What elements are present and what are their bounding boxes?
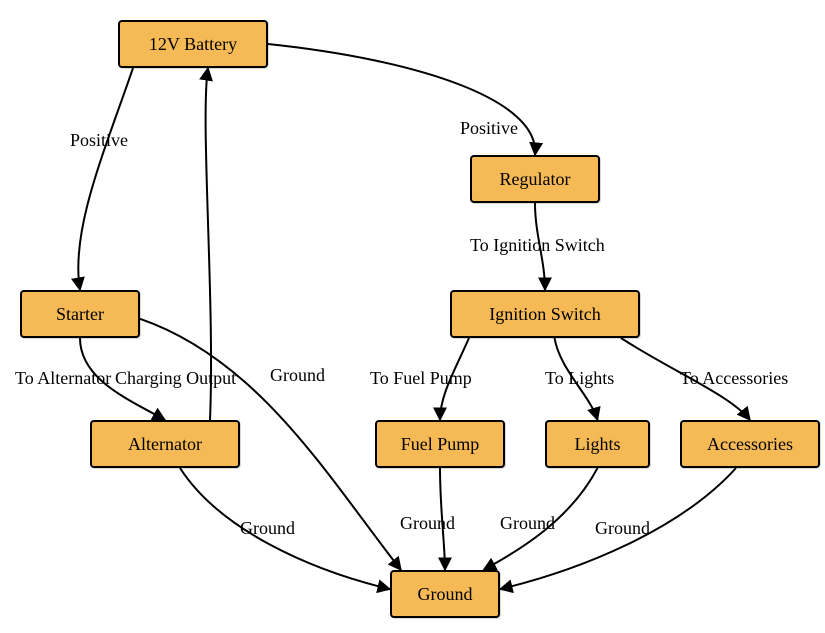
node-label: Ground [418, 584, 473, 605]
node-label: Alternator [128, 434, 202, 455]
edge-label: To Ignition Switch [470, 235, 605, 256]
edge-accessories-ground [500, 468, 736, 589]
edge-battery-starter [78, 68, 133, 290]
edge-ignition-lights [555, 338, 598, 420]
edge-battery-regulator [268, 44, 535, 155]
edge-lights-ground [484, 468, 598, 570]
node-label: Regulator [500, 169, 571, 190]
edge-alternator-ground [180, 468, 390, 589]
edge-label: To Fuel Pump [370, 368, 472, 389]
node-label: Lights [574, 434, 620, 455]
node-label: 12V Battery [149, 34, 237, 55]
edge-label: To Accessories [680, 368, 788, 389]
node-label: Fuel Pump [401, 434, 480, 455]
edge-label: Ground [595, 518, 650, 539]
edge-label: To Lights [545, 368, 614, 389]
node-label: Accessories [707, 434, 793, 455]
edge-starter-alternator [80, 338, 165, 420]
edge-fuelpump-ground [440, 468, 445, 570]
node-regulator: Regulator [470, 155, 600, 203]
node-label: Starter [56, 304, 104, 325]
edge-label: Positive [460, 118, 518, 139]
edge-label: Ground [270, 365, 325, 386]
node-starter: Starter [20, 290, 140, 338]
edge-label: To Alternator [15, 368, 111, 389]
node-ground: Ground [390, 570, 500, 618]
node-alternator: Alternator [90, 420, 240, 468]
node-fuelpump: Fuel Pump [375, 420, 505, 468]
edge-label: Charging Output [115, 368, 236, 389]
edge-regulator-ignition [535, 203, 545, 290]
edge-label: Ground [240, 518, 295, 539]
edge-ignition-accessories [621, 338, 750, 420]
diagram-canvas: 12V Battery Regulator Starter Ignition Swit… [0, 0, 825, 633]
edge-ignition-fuelpump [440, 338, 469, 420]
node-label: Ignition Switch [489, 304, 601, 325]
edge-label: Positive [70, 130, 128, 151]
node-accessories: Accessories [680, 420, 820, 468]
edge-alternator-battery [206, 68, 211, 420]
node-lights: Lights [545, 420, 650, 468]
node-ignition: Ignition Switch [450, 290, 640, 338]
edge-label: Ground [500, 513, 555, 534]
edge-label: Ground [400, 513, 455, 534]
node-battery: 12V Battery [118, 20, 268, 68]
